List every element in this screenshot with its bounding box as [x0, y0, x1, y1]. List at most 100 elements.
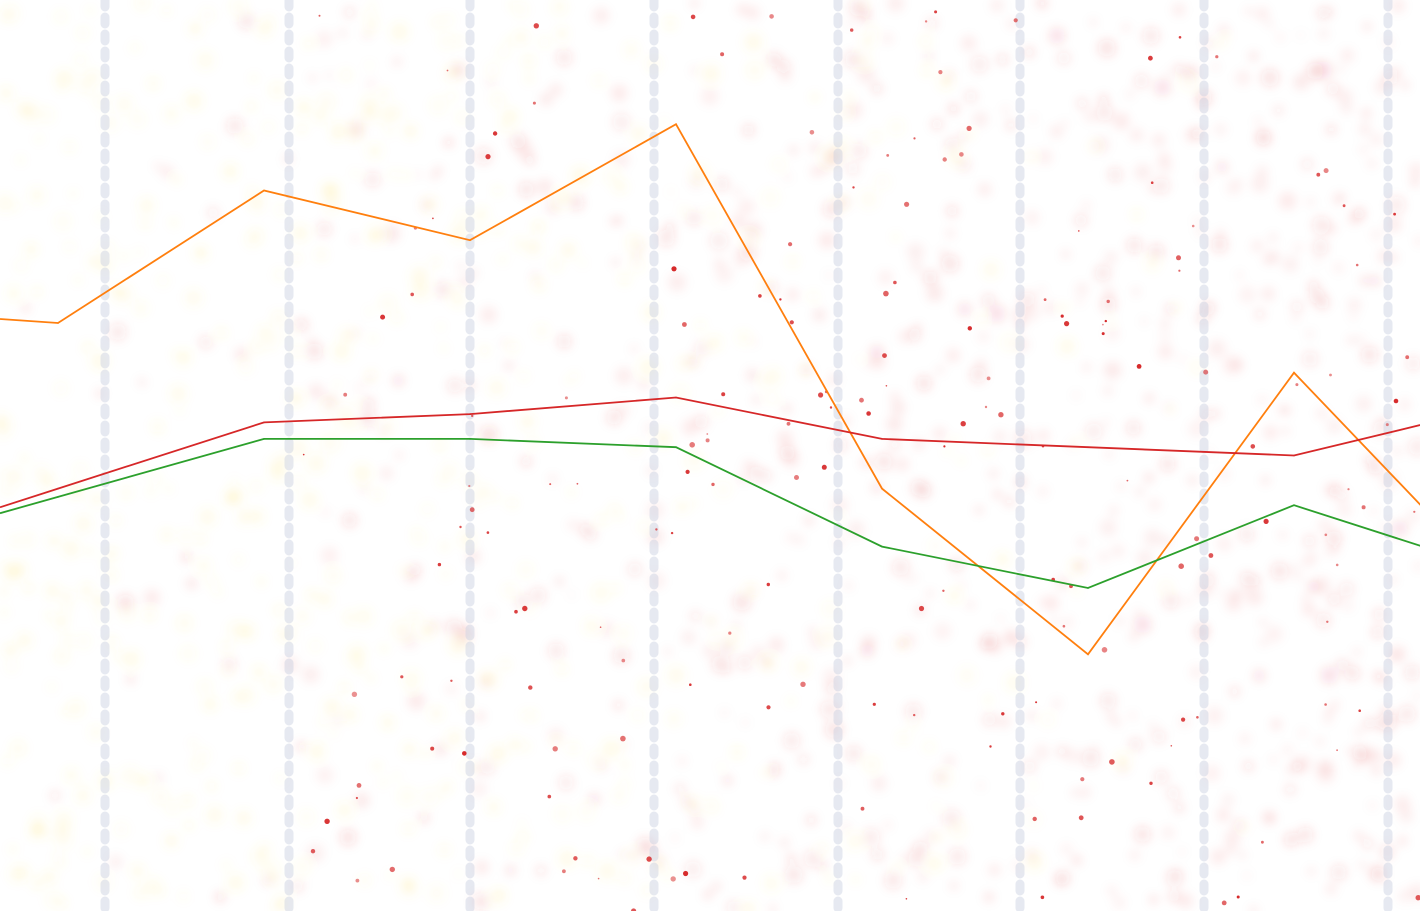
texture-dot	[1339, 582, 1354, 597]
speck	[905, 898, 908, 900]
texture-dot	[362, 397, 375, 410]
texture-dot	[689, 175, 703, 189]
texture-dot	[1369, 802, 1376, 809]
speck	[742, 875, 747, 880]
speck	[1323, 168, 1329, 174]
texture-dot	[22, 534, 34, 546]
texture-dot	[1210, 848, 1227, 865]
texture-dot	[871, 776, 887, 791]
speck	[682, 322, 687, 327]
texture-dot	[89, 491, 105, 507]
texture-dot	[365, 61, 374, 70]
texture-dot	[712, 882, 721, 891]
texture-dot	[681, 796, 693, 807]
texture-dot	[292, 225, 309, 242]
texture-dot	[1337, 503, 1352, 517]
texture-dot	[333, 343, 350, 360]
texture-dot	[593, 75, 605, 87]
speck	[924, 20, 928, 23]
texture-dot	[196, 534, 206, 544]
texture-dot	[949, 881, 959, 890]
texture-dot	[1022, 801, 1030, 809]
texture-dot	[1153, 177, 1170, 194]
texture-dot	[97, 771, 115, 789]
speck	[886, 154, 890, 157]
speck	[685, 469, 690, 474]
texture-dot	[1391, 520, 1408, 537]
speck	[967, 326, 972, 331]
texture-dot	[165, 800, 180, 815]
texture-dot	[523, 56, 535, 67]
texture-dot	[613, 700, 624, 711]
texture-dot	[618, 872, 630, 884]
texture-dot	[1148, 184, 1156, 192]
texture-dot	[1029, 115, 1037, 123]
speck	[1295, 383, 1299, 387]
speck	[547, 794, 552, 799]
texture-dot	[295, 609, 310, 624]
texture-dot	[1148, 244, 1164, 260]
texture-dot	[857, 12, 871, 26]
texture-dot	[1224, 829, 1241, 846]
texture-dot	[749, 589, 756, 596]
texture-dot	[251, 339, 265, 353]
texture-dot	[403, 124, 418, 138]
texture-dot	[1106, 711, 1116, 722]
texture-dot	[910, 722, 917, 729]
texture-dot	[665, 222, 675, 232]
texture-dot	[339, 829, 357, 846]
texture-dot	[777, 570, 787, 581]
texture-dot	[1166, 786, 1180, 800]
texture-dot	[283, 154, 293, 164]
texture-dot	[1013, 307, 1027, 321]
texture-dot	[0, 586, 9, 597]
texture-dot	[751, 645, 766, 660]
texture-dot	[109, 855, 123, 869]
speck	[437, 562, 442, 567]
texture-dot	[353, 464, 371, 483]
texture-dot	[663, 647, 672, 656]
texture-dot	[381, 716, 395, 729]
texture-dot	[316, 30, 333, 48]
texture-dot	[1002, 106, 1010, 114]
texture-dot	[445, 683, 457, 695]
texture-dot	[690, 0, 699, 8]
texture-dot	[1301, 158, 1313, 170]
texture-dot	[946, 348, 960, 363]
texture-dot	[1239, 733, 1251, 745]
texture-dot	[928, 539, 943, 553]
texture-dot	[239, 360, 253, 374]
texture-dot	[643, 304, 659, 321]
texture-dot	[1056, 745, 1068, 758]
texture-dot	[1315, 612, 1332, 628]
texture-dot	[45, 892, 62, 908]
texture-dot	[532, 221, 545, 234]
texture-dot	[1075, 282, 1089, 296]
texture-dot	[1115, 616, 1124, 626]
texture-dot	[136, 774, 151, 788]
texture-dot	[367, 370, 376, 379]
texture-dot	[900, 854, 909, 863]
speck	[986, 376, 991, 381]
texture-dot	[307, 590, 318, 601]
texture-dot	[197, 679, 213, 694]
speck	[620, 735, 626, 742]
texture-dot	[480, 306, 497, 323]
texture-dot	[938, 248, 947, 257]
texture-dot	[818, 231, 836, 249]
grid	[100, 0, 1393, 911]
texture-dot	[198, 508, 216, 526]
texture-dot	[45, 831, 52, 839]
texture-dot	[24, 583, 33, 593]
texture-dot	[984, 892, 994, 903]
data-point	[57, 496, 59, 498]
texture-dot	[1363, 22, 1372, 31]
speck	[597, 877, 600, 880]
texture-dot	[207, 206, 220, 219]
texture-dot	[309, 745, 325, 760]
speck	[1326, 620, 1329, 623]
texture-dot	[1072, 392, 1080, 399]
texture-dot	[1356, 336, 1365, 344]
speck	[380, 314, 386, 320]
texture-dot	[114, 652, 124, 662]
